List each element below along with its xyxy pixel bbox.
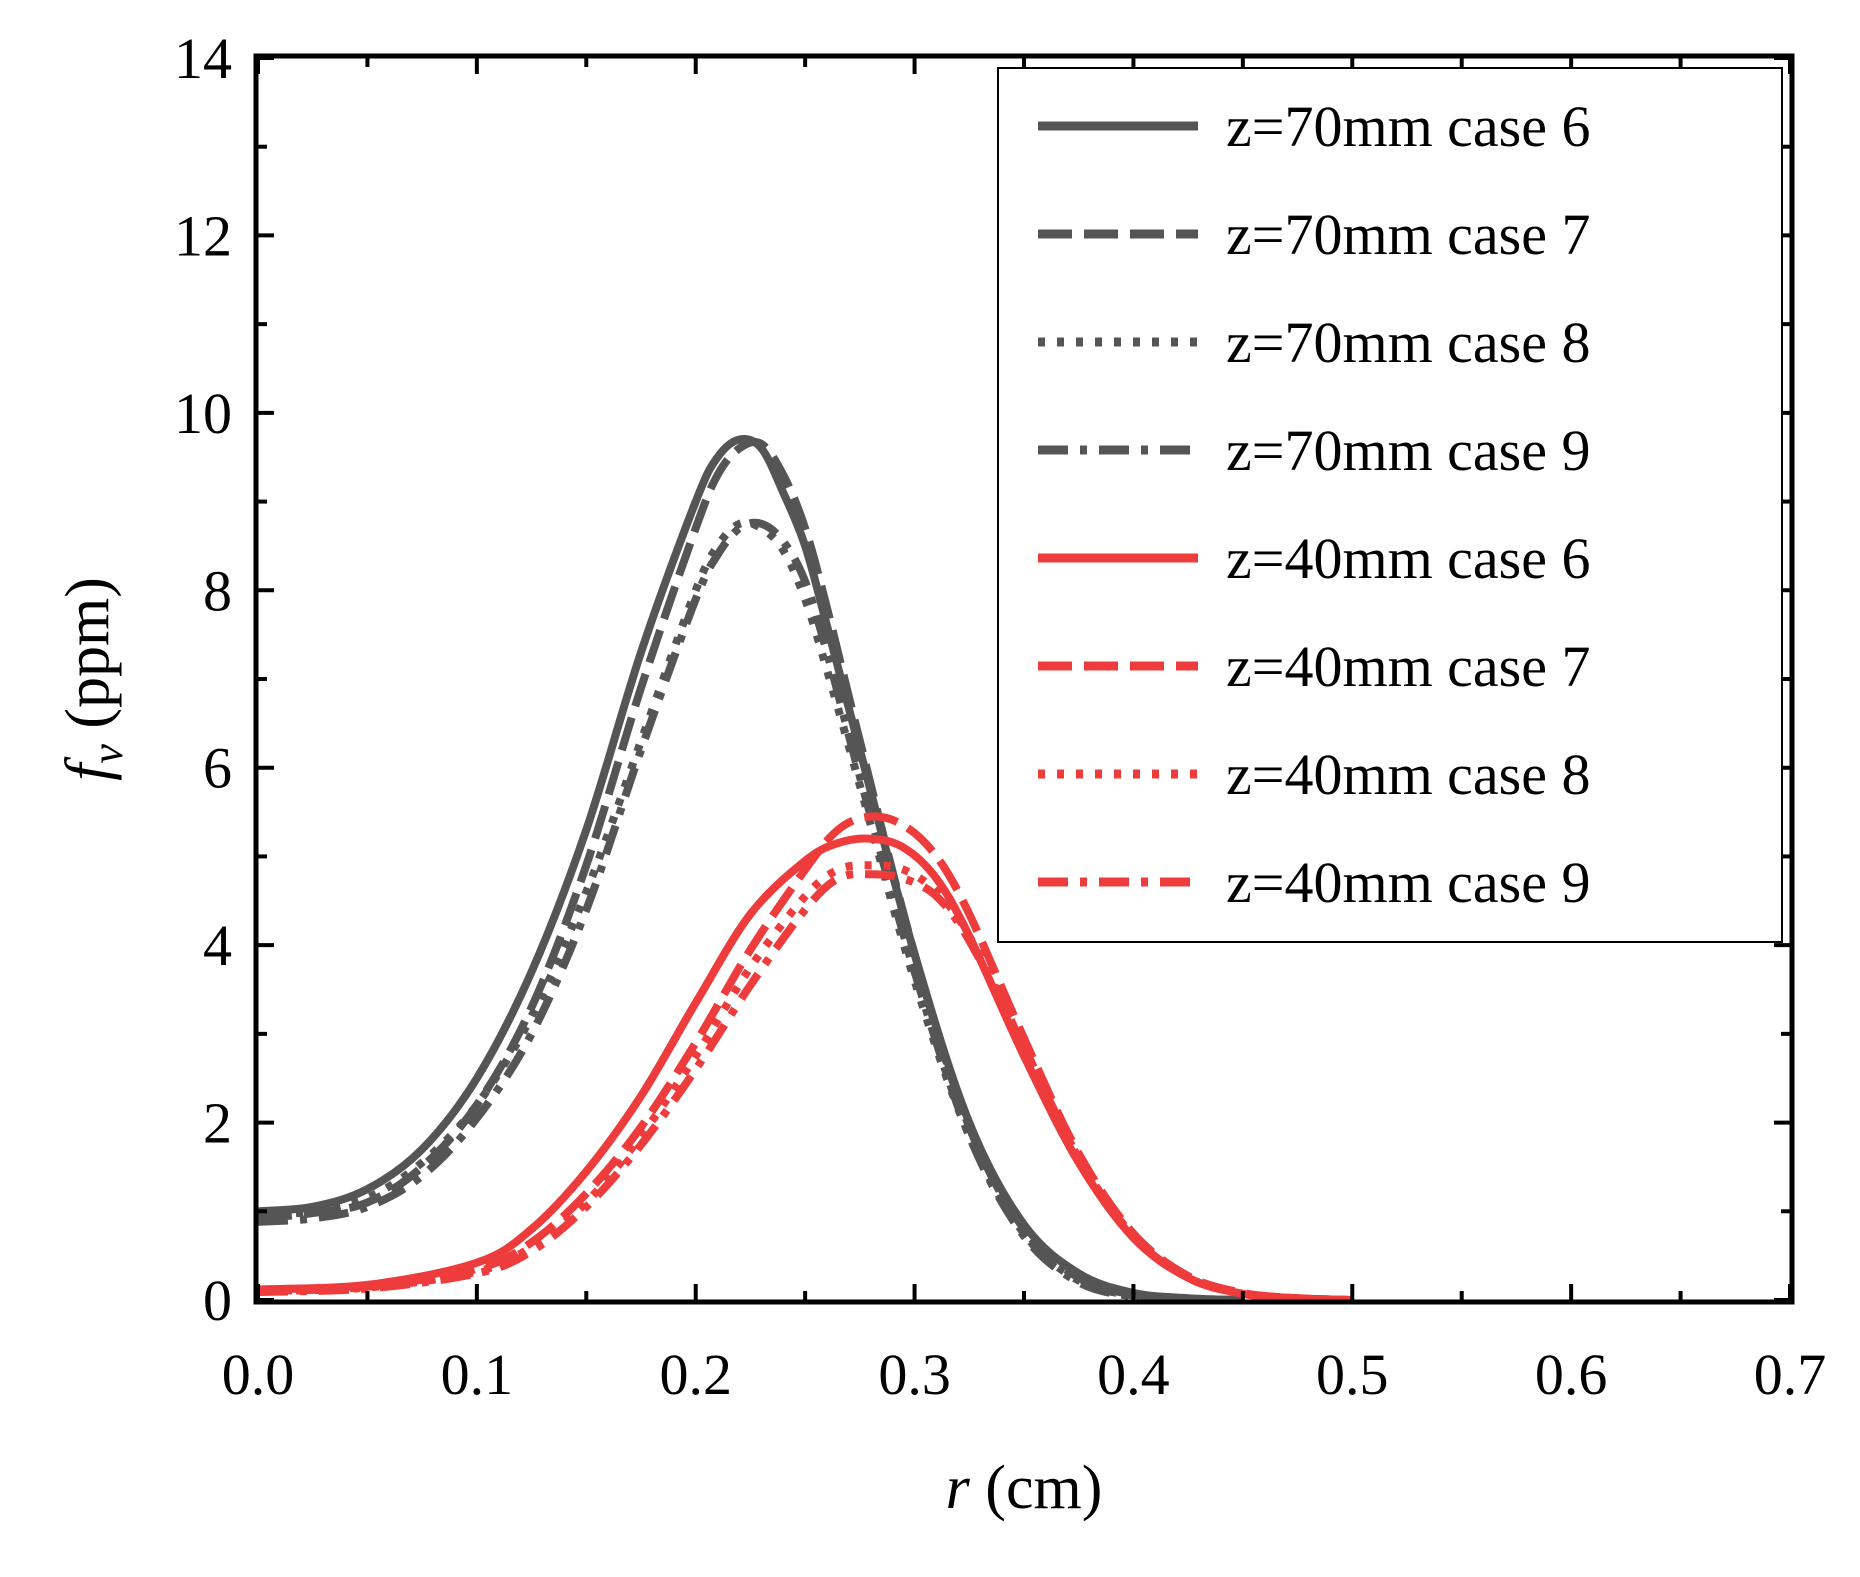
y-tick-label: 6 (203, 736, 232, 801)
legend-label: z=40mm case 8 (1226, 742, 1590, 807)
y-axis-title: fv (ppm) (54, 577, 132, 781)
y-tick-label: 10 (174, 381, 232, 446)
y-axis-unit: (ppm) (54, 577, 122, 744)
plot-frame (253, 53, 1795, 1305)
x-tick-label: 0.1 (441, 1342, 514, 1407)
legend-label: z=70mm case 7 (1226, 202, 1590, 267)
legend: z=70mm case 6 z=70mm case 7 z=70mm case 8 z… (997, 67, 1783, 943)
y-tick-label: 0 (203, 1268, 232, 1333)
series-line-4 (258, 518, 1243, 1300)
series-line-6 (258, 812, 1353, 1300)
series-line-8 (258, 870, 1353, 1300)
x-tick-label: 0.6 (1535, 1342, 1608, 1407)
ticks-layer: 0.0 0.1 0.2 0.3 0.4 0.5 0.6 0.7 0 2 4 6 8 10 12 14 (174, 26, 1826, 1407)
x-tick-label: 0.4 (1097, 1342, 1170, 1407)
x-tick-label: 0.3 (878, 1342, 951, 1407)
legend-label: z=40mm case 9 (1226, 850, 1590, 915)
legend-label: z=40mm case 7 (1226, 634, 1590, 699)
legend-label: z=70mm case 6 (1226, 94, 1590, 159)
x-axis-unit: (cm) (970, 1454, 1103, 1522)
y-tick-label: 14 (174, 26, 232, 91)
legend-label: z=70mm case 8 (1226, 310, 1590, 375)
y-tick-label: 4 (203, 913, 232, 978)
y-tick-label: 8 (203, 558, 232, 623)
x-tick-label: 0.0 (222, 1342, 295, 1407)
x-axis-variable: r (946, 1454, 971, 1522)
x-axis-title: r (cm) (946, 1454, 1103, 1522)
series-layer (258, 435, 1353, 1300)
x-tick-label: 0.2 (659, 1342, 732, 1407)
legend-label: z=70mm case 9 (1226, 418, 1590, 483)
legend-box (997, 67, 1783, 943)
y-tick-label: 12 (174, 203, 232, 268)
y-axis-subscript: v (83, 744, 132, 764)
x-tick-label: 0.7 (1754, 1342, 1827, 1407)
x-tick-label: 0.5 (1316, 1342, 1389, 1407)
legend-label: z=40mm case 6 (1226, 526, 1590, 591)
y-tick-label: 2 (203, 1091, 232, 1156)
